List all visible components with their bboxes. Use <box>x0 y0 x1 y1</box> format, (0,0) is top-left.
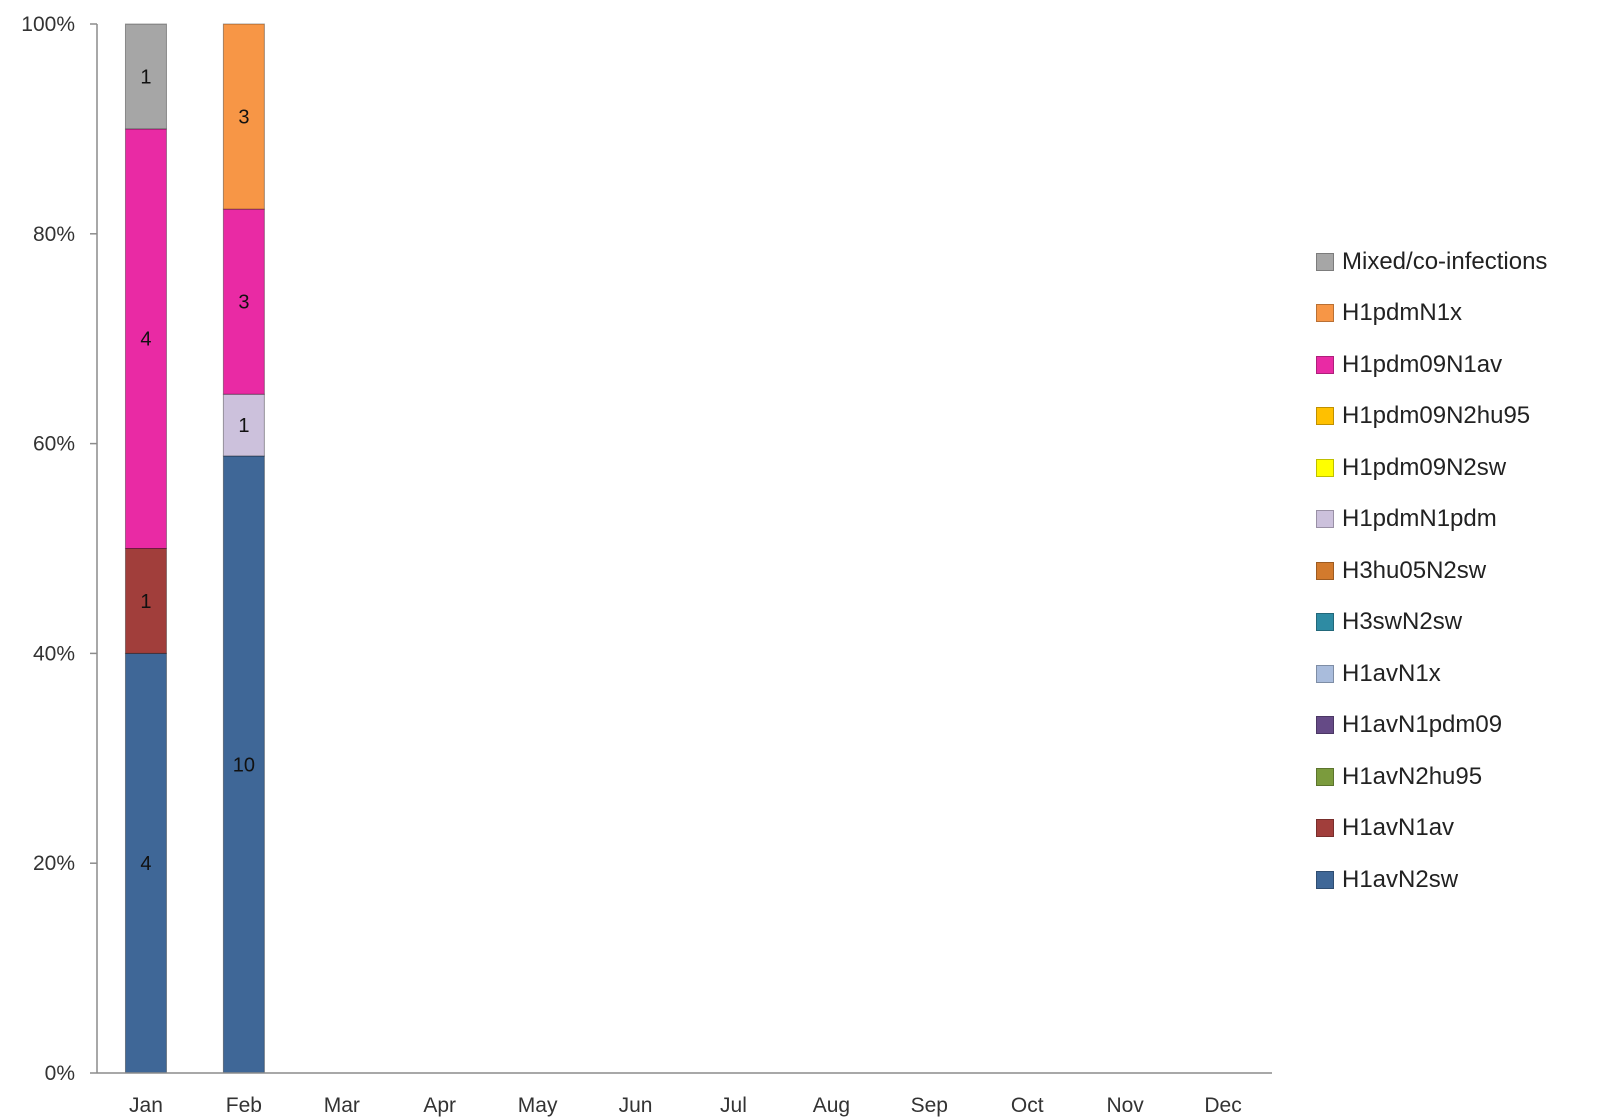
legend-label: H1avN2sw <box>1342 865 1459 893</box>
legend-swatch <box>1316 510 1334 529</box>
bar-segment-feb-h1pdmn1x <box>222 23 265 210</box>
x-tick-label-sep: Sep <box>911 1094 948 1117</box>
legend-swatch <box>1316 407 1334 426</box>
x-tick-label-jun: Jun <box>619 1094 653 1117</box>
legend-item: H3hu05N2sw <box>1316 545 1547 597</box>
legend-item: H1pdmN1pdm <box>1316 494 1547 546</box>
y-tick-label: 40% <box>33 642 75 665</box>
x-tick-label-aug: Aug <box>813 1094 850 1117</box>
x-tick-label-may: May <box>518 1094 558 1117</box>
legend-swatch <box>1316 613 1334 632</box>
legend-label: H1pdm09N2hu95 <box>1342 402 1531 430</box>
legend-swatch <box>1316 458 1334 477</box>
legend-item: H1avN1pdm09 <box>1316 700 1547 752</box>
y-tick-label: 0% <box>45 1062 75 1085</box>
legend: Mixed/co-infections H1pdmN1x H1pdm09N1av H1… <box>1316 236 1547 906</box>
y-tick-label: 100% <box>21 13 75 36</box>
x-tick-label-dec: Dec <box>1204 1094 1241 1117</box>
legend-label: H1pdm09N2sw <box>1342 453 1507 481</box>
legend-swatch <box>1316 304 1334 323</box>
legend-swatch <box>1316 716 1334 735</box>
x-tick-label-oct: Oct <box>1011 1094 1044 1117</box>
legend-item: Mixed/co-infections <box>1316 236 1547 288</box>
legend-item: H3swN2sw <box>1316 597 1547 649</box>
segment-labels-layer: 4 1 4 1 10 1 3 3 <box>140 66 255 875</box>
legend-swatch <box>1316 819 1334 838</box>
legend-item: H1avN1av <box>1316 803 1547 855</box>
legend-item: H1pdm09N2sw <box>1316 442 1547 494</box>
bar-segment-feb-h1avn2sw <box>222 455 265 1074</box>
legend-item: H1pdm09N2hu95 <box>1316 391 1547 443</box>
data-label-jan: 4 <box>140 329 151 351</box>
data-label-jan: 4 <box>140 853 151 875</box>
legend-label: H3swN2sw <box>1342 608 1463 636</box>
bar-segment-feb-h1pdm09n1av <box>222 208 265 395</box>
x-tick-label-nov: Nov <box>1106 1094 1144 1117</box>
axes-layer <box>96 24 1272 1074</box>
x-tick-label-jul: Jul <box>720 1094 747 1117</box>
legend-label: H1pdmN1x <box>1342 299 1463 327</box>
data-label-jan: 1 <box>140 66 151 88</box>
legend-swatch <box>1316 664 1334 683</box>
legend-swatch <box>1316 252 1334 271</box>
legend-label: Mixed/co-infections <box>1342 247 1548 275</box>
x-tick-label-jan: Jan <box>129 1094 163 1117</box>
bar-segment-jan-mixed-co-infections <box>124 23 167 130</box>
data-label-feb: 1 <box>238 415 249 437</box>
data-label-feb: 3 <box>238 107 249 129</box>
x-tick-label-mar: Mar <box>324 1094 360 1117</box>
y-tick-label: 20% <box>33 852 75 875</box>
bar-segment-feb-h1pdmn1pdm <box>222 393 265 457</box>
legend-item: H1avN1x <box>1316 648 1547 700</box>
legend-label: H3hu05N2sw <box>1342 556 1487 584</box>
bars-layer <box>124 23 265 1074</box>
legend-label: H1avN1av <box>1342 814 1455 842</box>
legend-label: H1avN2hu95 <box>1342 762 1483 790</box>
x-tick-label-apr: Apr <box>423 1094 456 1117</box>
legend-item: H1pdm09N1av <box>1316 339 1547 391</box>
legend-item: H1avN2hu95 <box>1316 751 1547 803</box>
legend-item: H1pdmN1x <box>1316 288 1547 340</box>
y-axis-ticks: 0% 20% 40% 60% 80% 100% <box>21 13 97 1085</box>
legend-swatch <box>1316 561 1334 580</box>
legend-label: H1avN1x <box>1342 659 1441 687</box>
data-label-feb: 10 <box>233 754 255 776</box>
y-tick-label: 60% <box>33 433 75 456</box>
legend-swatch <box>1316 767 1334 786</box>
legend-label: H1avN1pdm09 <box>1342 711 1503 739</box>
x-axis-ticks: Jan Feb Mar Apr May Jun Jul Aug Sep Oct Nov Dec <box>129 1094 1242 1117</box>
y-tick-label: 80% <box>33 223 75 246</box>
x-tick-label-feb: Feb <box>226 1094 262 1117</box>
data-label-jan: 1 <box>140 591 151 613</box>
legend-swatch <box>1316 355 1334 374</box>
bar-segment-jan-h1avn2sw <box>124 652 167 1074</box>
legend-label: H1pdmN1pdm <box>1342 505 1497 533</box>
data-label-feb: 3 <box>238 292 249 314</box>
legend-swatch <box>1316 870 1334 889</box>
bar-segment-jan-h1avn1av <box>124 548 167 654</box>
legend-label: H1pdm09N1av <box>1342 350 1503 378</box>
legend-item: H1avN2sw <box>1316 854 1547 906</box>
